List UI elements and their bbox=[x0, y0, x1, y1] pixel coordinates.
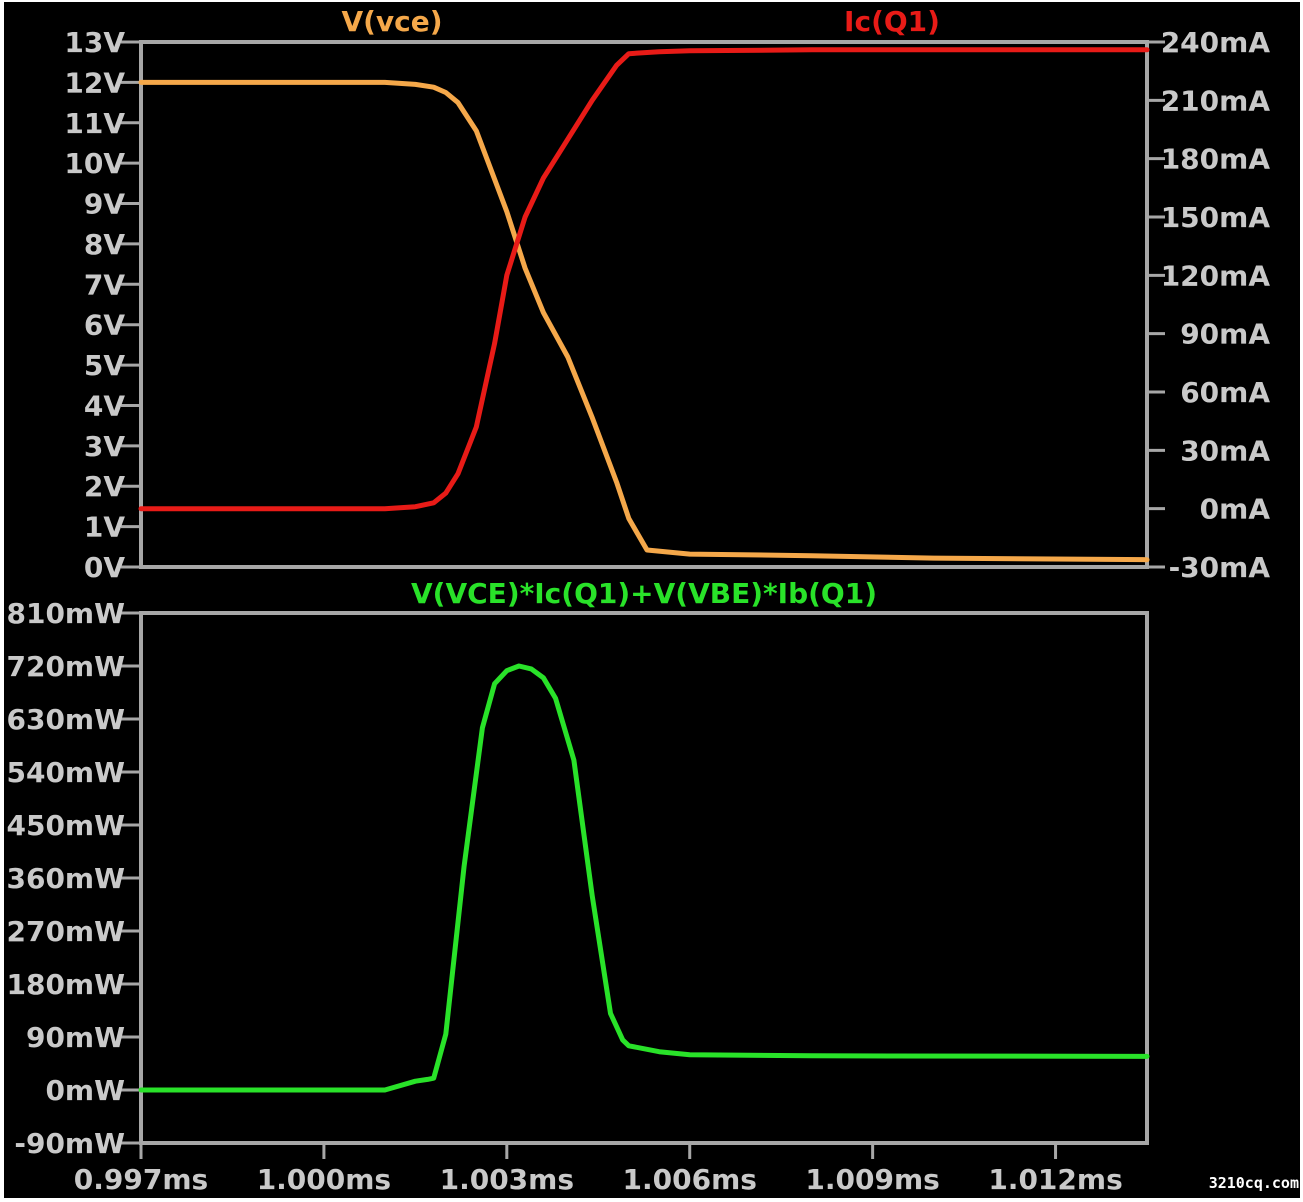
top-left-tick-label: 6V bbox=[84, 309, 125, 342]
top-right-tick-label: 0mA bbox=[1200, 493, 1271, 526]
bottom-left-tick-label: 360mW bbox=[6, 862, 125, 895]
watermark: 3210cq.com bbox=[1208, 1174, 1299, 1192]
bottom-left-tick-label: 810mW bbox=[6, 597, 125, 630]
top-right-tick-label: 240mA bbox=[1161, 26, 1271, 59]
plot-window: 0V 1V 2V 3V 4V 5V 6V 7V 8V 9V 10V 11V 12V 13V -30mA 0mA… bbox=[4, 2, 1300, 1198]
bottom-x-tick-label: 1.009ms bbox=[805, 1163, 939, 1196]
top-right-tick-label: 120mA bbox=[1161, 259, 1271, 292]
bottom-left-tick-label: 450mW bbox=[6, 809, 125, 842]
bottom-left-tick-label: 630mW bbox=[6, 703, 125, 736]
waveform-viewer: 0V 1V 2V 3V 4V 5V 6V 7V 8V 9V 10V 11V 12V 13V -30mA 0mA… bbox=[6, 5, 1271, 1196]
top-right-tick-label: 90mA bbox=[1180, 318, 1270, 351]
bottom-left-tick-label: -90mW bbox=[14, 1127, 125, 1160]
bottom-left-tick-label: 0mW bbox=[45, 1074, 125, 1107]
top-right-tick-label: 210mA bbox=[1161, 84, 1271, 117]
bottom-x-tick-label: 0.997ms bbox=[74, 1163, 208, 1196]
top-plot-frame bbox=[139, 40, 1149, 569]
top-left-tick-label: 5V bbox=[84, 349, 125, 382]
top-left-tick-label: 10V bbox=[64, 147, 125, 180]
bottom-left-tick-label: 90mW bbox=[26, 1021, 125, 1054]
top-trace-label-0: V(vce) bbox=[341, 5, 442, 38]
bottom-left-tick-label: 270mW bbox=[6, 915, 125, 948]
top-trace-1 bbox=[138, 47, 1150, 512]
top-left-tick-label: 1V bbox=[84, 511, 125, 544]
top-left-tick-label: 11V bbox=[64, 107, 125, 140]
bottom-plot-frame bbox=[139, 611, 1149, 1145]
bottom-left-tick-label: 540mW bbox=[6, 756, 125, 789]
top-right-tick-label: 60mA bbox=[1180, 376, 1270, 409]
top-left-tick-label: 4V bbox=[84, 389, 125, 422]
top-right-tick-label: -30mA bbox=[1169, 551, 1271, 584]
top-left-tick-label: 3V bbox=[84, 430, 125, 463]
bottom-trace-0 bbox=[138, 663, 1150, 1093]
top-right-tick-label: 180mA bbox=[1161, 143, 1271, 176]
top-right-tick-label: 30mA bbox=[1180, 434, 1270, 467]
top-trace-label-1: Ic(Q1) bbox=[844, 5, 940, 38]
top-left-tick-label: 0V bbox=[84, 551, 125, 584]
top-trace-0 bbox=[138, 79, 1150, 563]
bottom-left-tick-label: 720mW bbox=[6, 650, 125, 683]
top-left-tick-label: 13V bbox=[64, 26, 125, 59]
top-left-tick-label: 9V bbox=[84, 188, 125, 221]
bottom-x-tick-label: 1.012ms bbox=[988, 1163, 1122, 1196]
bottom-x-tick-label: 1.006ms bbox=[623, 1163, 757, 1196]
bottom-trace-title: V(VCE)*Ic(Q1)+V(VBE)*Ib(Q1) bbox=[411, 577, 877, 610]
bottom-x-tick-label: 1.003ms bbox=[440, 1163, 574, 1196]
top-left-tick-label: 7V bbox=[84, 268, 125, 301]
top-left-tick-label: 12V bbox=[64, 66, 125, 99]
top-right-tick-label: 150mA bbox=[1161, 201, 1271, 234]
top-left-tick-label: 2V bbox=[84, 470, 125, 503]
bottom-x-tick-label: 1.000ms bbox=[257, 1163, 391, 1196]
bottom-left-tick-label: 180mW bbox=[6, 968, 125, 1001]
top-left-tick-label: 8V bbox=[84, 228, 125, 261]
